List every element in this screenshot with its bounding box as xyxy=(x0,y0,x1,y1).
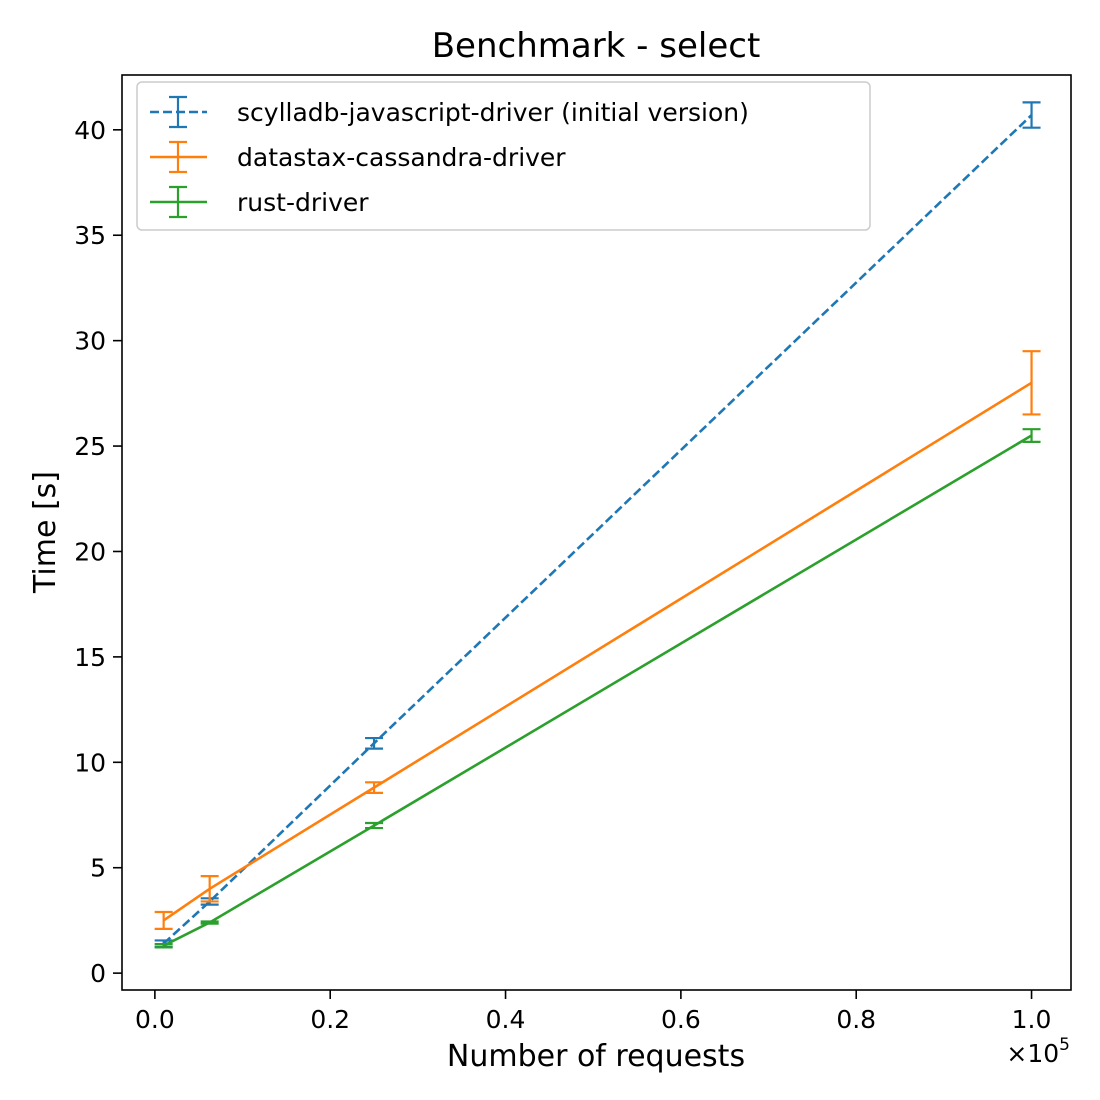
y-tick-label: 20 xyxy=(74,537,106,566)
series-layer xyxy=(154,101,1041,949)
legend-label: scylladb-javascript-driver (initial vers… xyxy=(237,98,749,127)
series-rust xyxy=(154,428,1041,949)
legend-entries: scylladb-javascript-driver (initial vers… xyxy=(150,95,749,219)
series-line-scylladb-js xyxy=(162,114,1033,945)
error-bar-rust xyxy=(365,821,384,830)
legend-label: datastax-cassandra-driver xyxy=(237,143,566,172)
chart-title: Benchmark - select xyxy=(432,26,761,66)
ticks-layer: 0.0 0.2 0.4 0.6 0.8 1.0 0 5 10 15 20 25 30 35 40 xyxy=(74,116,1051,1034)
x-tick-label: 1.0 xyxy=(1012,1005,1052,1034)
x-offset-exponent: 5 xyxy=(1059,1035,1070,1055)
x-axis-label: Number of requests xyxy=(447,1039,745,1074)
legend-box xyxy=(136,81,871,231)
y-tick-label: 15 xyxy=(74,643,106,672)
legend: scylladb-javascript-driver (initial vers… xyxy=(136,81,871,231)
y-tick-label: 10 xyxy=(74,748,106,777)
error-bar-datastax xyxy=(365,781,384,794)
x-tick-label: 0.2 xyxy=(310,1005,350,1034)
error-bar-datastax xyxy=(1022,350,1041,416)
x-offset-base: ×10 xyxy=(1006,1039,1059,1068)
series-datastax xyxy=(154,350,1041,930)
y-tick-label: 35 xyxy=(74,221,106,250)
x-axis-offset-text: ×105 xyxy=(1006,1035,1070,1068)
error-bar-rust xyxy=(200,920,219,925)
legend-entry-datastax: datastax-cassandra-driver xyxy=(150,140,566,174)
y-tick-label: 40 xyxy=(74,116,106,145)
error-bar-rust xyxy=(154,942,173,949)
error-bar-scylladb-js xyxy=(365,736,384,750)
x-tick-label: 0.6 xyxy=(661,1005,701,1034)
x-tick-label: 0.4 xyxy=(486,1005,526,1034)
series-line-rust xyxy=(163,434,1033,947)
y-tick-label: 25 xyxy=(74,432,106,461)
error-bar-datastax xyxy=(200,875,219,903)
y-tick-label: 0 xyxy=(90,959,106,988)
y-axis-label: Time [s] xyxy=(28,471,63,594)
legend-entry-rust: rust-driver xyxy=(150,185,369,219)
legend-entry-scylladb-js: scylladb-javascript-driver (initial vers… xyxy=(150,95,749,129)
series-line-datastax xyxy=(162,381,1033,922)
x-tick-label: 0.0 xyxy=(135,1005,175,1034)
legend-label: rust-driver xyxy=(237,188,369,217)
x-tick-label: 0.8 xyxy=(836,1005,876,1034)
y-tick-label: 30 xyxy=(74,327,106,356)
error-bar-scylladb-js xyxy=(1022,101,1041,129)
y-tick-label: 5 xyxy=(90,854,106,883)
plot-area-frame xyxy=(121,74,1072,991)
error-bar-rust xyxy=(1022,428,1041,443)
error-bar-datastax xyxy=(154,910,173,930)
